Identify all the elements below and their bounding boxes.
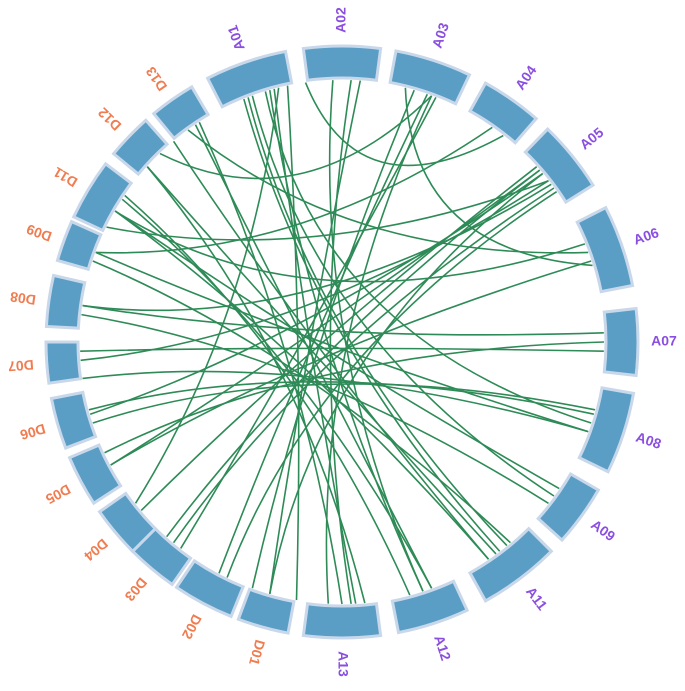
link [180, 97, 437, 549]
segment [44, 340, 83, 385]
segment [536, 471, 601, 543]
link [159, 95, 433, 180]
link [268, 80, 362, 594]
segment [523, 126, 596, 205]
segment-label: D08 [9, 289, 37, 308]
segment-label: D05 [43, 481, 73, 507]
segment [467, 526, 554, 603]
link [80, 180, 549, 362]
link [146, 166, 366, 604]
segment [205, 49, 294, 109]
link [89, 172, 544, 415]
link [304, 82, 504, 167]
segment-label: A08 [634, 429, 664, 452]
link [81, 313, 549, 504]
link [124, 194, 411, 596]
link [92, 383, 596, 424]
segment [577, 386, 636, 474]
link [104, 341, 605, 454]
segment-label: A12 [431, 633, 454, 663]
segment-label: A06 [631, 224, 661, 248]
segment-label: D07 [7, 357, 34, 375]
segment-label: D03 [121, 575, 150, 605]
segment [44, 273, 87, 330]
segment-label: D01 [246, 638, 268, 667]
segment-label: D11 [50, 164, 80, 191]
segment-label: A13 [335, 651, 351, 677]
segment [71, 161, 134, 233]
link [286, 85, 300, 601]
segment-label: A07 [651, 333, 677, 349]
link [198, 121, 343, 605]
link [273, 88, 357, 604]
segment-label: A03 [429, 20, 452, 50]
link [187, 129, 589, 254]
link [268, 172, 544, 594]
link [251, 89, 415, 589]
link [328, 80, 424, 592]
link [114, 210, 586, 283]
segment-label: D04 [81, 536, 111, 565]
link [95, 251, 589, 433]
segment-label: A04 [512, 62, 540, 92]
segment-label: A05 [576, 124, 606, 153]
segment [388, 49, 472, 106]
segment [67, 443, 123, 506]
link [329, 80, 352, 604]
segment [602, 306, 640, 378]
segment [301, 602, 383, 640]
segment [111, 118, 170, 177]
segment [55, 219, 103, 272]
link [268, 90, 424, 592]
link [95, 126, 493, 254]
link [114, 210, 560, 490]
link [146, 166, 497, 555]
link [82, 370, 589, 433]
segment [301, 44, 383, 82]
link [251, 95, 555, 497]
segment-label: D09 [24, 221, 54, 245]
segment [174, 558, 246, 619]
segment [575, 205, 635, 294]
link [172, 140, 490, 560]
link [110, 260, 592, 466]
link [140, 166, 538, 511]
segment [49, 390, 98, 451]
link [226, 191, 558, 578]
link [243, 98, 501, 552]
segment-label: D13 [142, 64, 170, 94]
link [404, 87, 593, 267]
link [92, 260, 511, 544]
segment-label: D12 [95, 104, 125, 133]
segment [151, 84, 211, 141]
link [106, 179, 549, 241]
segment [236, 587, 296, 635]
link [166, 169, 541, 538]
link [247, 97, 508, 547]
segment-label: D06 [18, 421, 47, 444]
link [134, 87, 280, 504]
segment [390, 579, 470, 635]
segment-label: A01 [224, 23, 248, 53]
link [114, 210, 490, 560]
link [82, 304, 604, 336]
segment-label: A11 [523, 584, 551, 614]
segment [97, 491, 158, 554]
link [121, 198, 433, 589]
segment [467, 81, 539, 145]
links [80, 80, 605, 605]
segment-label: D02 [179, 612, 205, 642]
segment-label: A02 [333, 7, 349, 33]
segment-label: A09 [588, 516, 618, 544]
